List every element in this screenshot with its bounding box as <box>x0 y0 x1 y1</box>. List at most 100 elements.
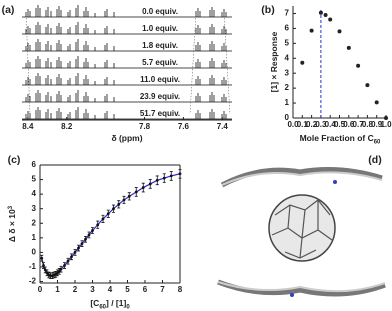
spectrum-trace <box>21 4 233 18</box>
panel-label: (b) <box>261 4 274 16</box>
data-point <box>337 29 342 34</box>
x-tick-label: 0.1 <box>297 120 309 129</box>
x-tick-label: 8.4 <box>22 122 34 131</box>
data-point <box>91 229 94 232</box>
data-point <box>106 212 110 216</box>
y-tick-label: 3 <box>285 68 290 77</box>
data-point <box>73 251 77 254</box>
data-point <box>43 268 47 272</box>
atom-n <box>290 293 294 297</box>
atom-n <box>333 180 337 184</box>
axis-label: Mole Fraction of C60 <box>300 133 381 145</box>
y-tick-label: 4 <box>32 189 37 198</box>
y-tick-label: 3 <box>32 204 37 213</box>
y-tick-label: 1 <box>32 233 37 242</box>
data-point <box>178 172 182 176</box>
spectrum-trace <box>21 72 233 86</box>
panel-label: (d) <box>368 154 381 166</box>
y-tick-label: 6 <box>285 24 290 33</box>
spectrum-label: 1.8 equiv. <box>142 41 178 50</box>
data-point <box>122 198 126 202</box>
axis-label-part: ] / [1] <box>106 298 126 308</box>
y-tick-label: -1 <box>29 262 37 271</box>
x-tick-label: 0.7 <box>353 120 365 129</box>
spectrum-label: 0.0 equiv. <box>142 7 178 16</box>
spectrum-trace <box>21 38 233 52</box>
data-point <box>84 237 87 241</box>
data-point <box>42 264 45 267</box>
spectra <box>21 4 233 120</box>
axis-label-script: 60 <box>374 139 381 145</box>
data-point <box>70 255 73 259</box>
x-tick-label: 7.6 <box>178 122 190 131</box>
axis-label-part: [1] × Response <box>269 31 279 92</box>
y-tick-label: -2 <box>29 277 37 286</box>
x-tick-label: 4 <box>108 285 113 294</box>
panel-label: (a) <box>2 4 15 16</box>
data-point <box>96 223 100 227</box>
x-tick-label: 7.8 <box>139 122 151 131</box>
y-tick-label: 6 <box>32 160 37 169</box>
spectrum-trace <box>21 21 233 35</box>
data-point <box>169 174 173 178</box>
fullerene <box>268 194 336 262</box>
y-tick-label: 1 <box>285 98 290 107</box>
spectrum-trace <box>21 89 233 103</box>
spectrum-label: 1.0 equiv. <box>142 24 178 33</box>
y-tick-label: 0 <box>32 248 37 257</box>
data-point <box>356 63 361 68</box>
crystal-structure <box>217 167 386 297</box>
x-tick-label: 7.4 <box>217 122 229 131</box>
axis-label: [C60] / [1]0 <box>90 298 130 310</box>
y-tick-label: 5 <box>285 38 290 47</box>
x-tick-label: 0.3 <box>315 120 327 129</box>
data-point <box>127 194 131 198</box>
x-tick-label: 0.2 <box>306 120 318 129</box>
x-tick-label: 8.2 <box>61 122 73 131</box>
x-tick-label: 0.4 <box>325 120 337 129</box>
spectrum-trace <box>21 106 233 120</box>
y-tick-label: 5 <box>32 175 37 184</box>
data-point <box>117 202 121 206</box>
data-point <box>87 233 91 237</box>
spectrum-label: 23.9 equiv. <box>140 92 180 101</box>
data-point <box>346 45 351 50</box>
data-point <box>63 264 66 267</box>
axis-label: Δ δ × 103 <box>7 205 17 242</box>
molecule-bottom-highlight <box>217 281 386 293</box>
axis-label-part: Mole Fraction of C <box>300 133 374 143</box>
y-tick-label: 7 <box>285 9 290 18</box>
axis-label-script: 3 <box>8 205 14 209</box>
fullerene-bonds <box>271 199 333 259</box>
y-tick-label: 2 <box>285 83 290 92</box>
data-point <box>101 217 105 221</box>
axis-label: [1] × Response <box>269 31 279 92</box>
axis-label-part: Δ δ × 10 <box>7 209 17 242</box>
x-tick-label: 0.6 <box>343 120 355 129</box>
axis-label: δ (ppm) <box>111 133 142 143</box>
x-tick-label: 3 <box>90 285 95 294</box>
data-point <box>323 12 328 17</box>
x-tick-label: 0.9 <box>371 120 383 129</box>
x-tick-label: 1 <box>55 285 60 294</box>
x-tick-label: 7 <box>160 285 165 294</box>
x-tick-label: 0.5 <box>334 120 346 129</box>
data-point <box>66 259 70 263</box>
data-point <box>162 176 166 180</box>
data-point <box>374 100 379 105</box>
fit-line <box>41 173 181 277</box>
data-point <box>59 267 63 271</box>
x-tick-label: 0 <box>38 285 43 294</box>
data-point <box>80 242 84 246</box>
data-point <box>309 28 314 33</box>
x-tick-label: 6 <box>143 285 148 294</box>
data-point <box>300 60 305 65</box>
data-point <box>384 116 388 120</box>
x-tick-label: 8 <box>178 285 183 294</box>
data-point <box>77 246 80 250</box>
x-tick-label: 1.0 <box>380 120 392 129</box>
spectrum-label: 51.7 equiv. <box>140 109 180 118</box>
y-tick-label: 4 <box>285 53 290 62</box>
